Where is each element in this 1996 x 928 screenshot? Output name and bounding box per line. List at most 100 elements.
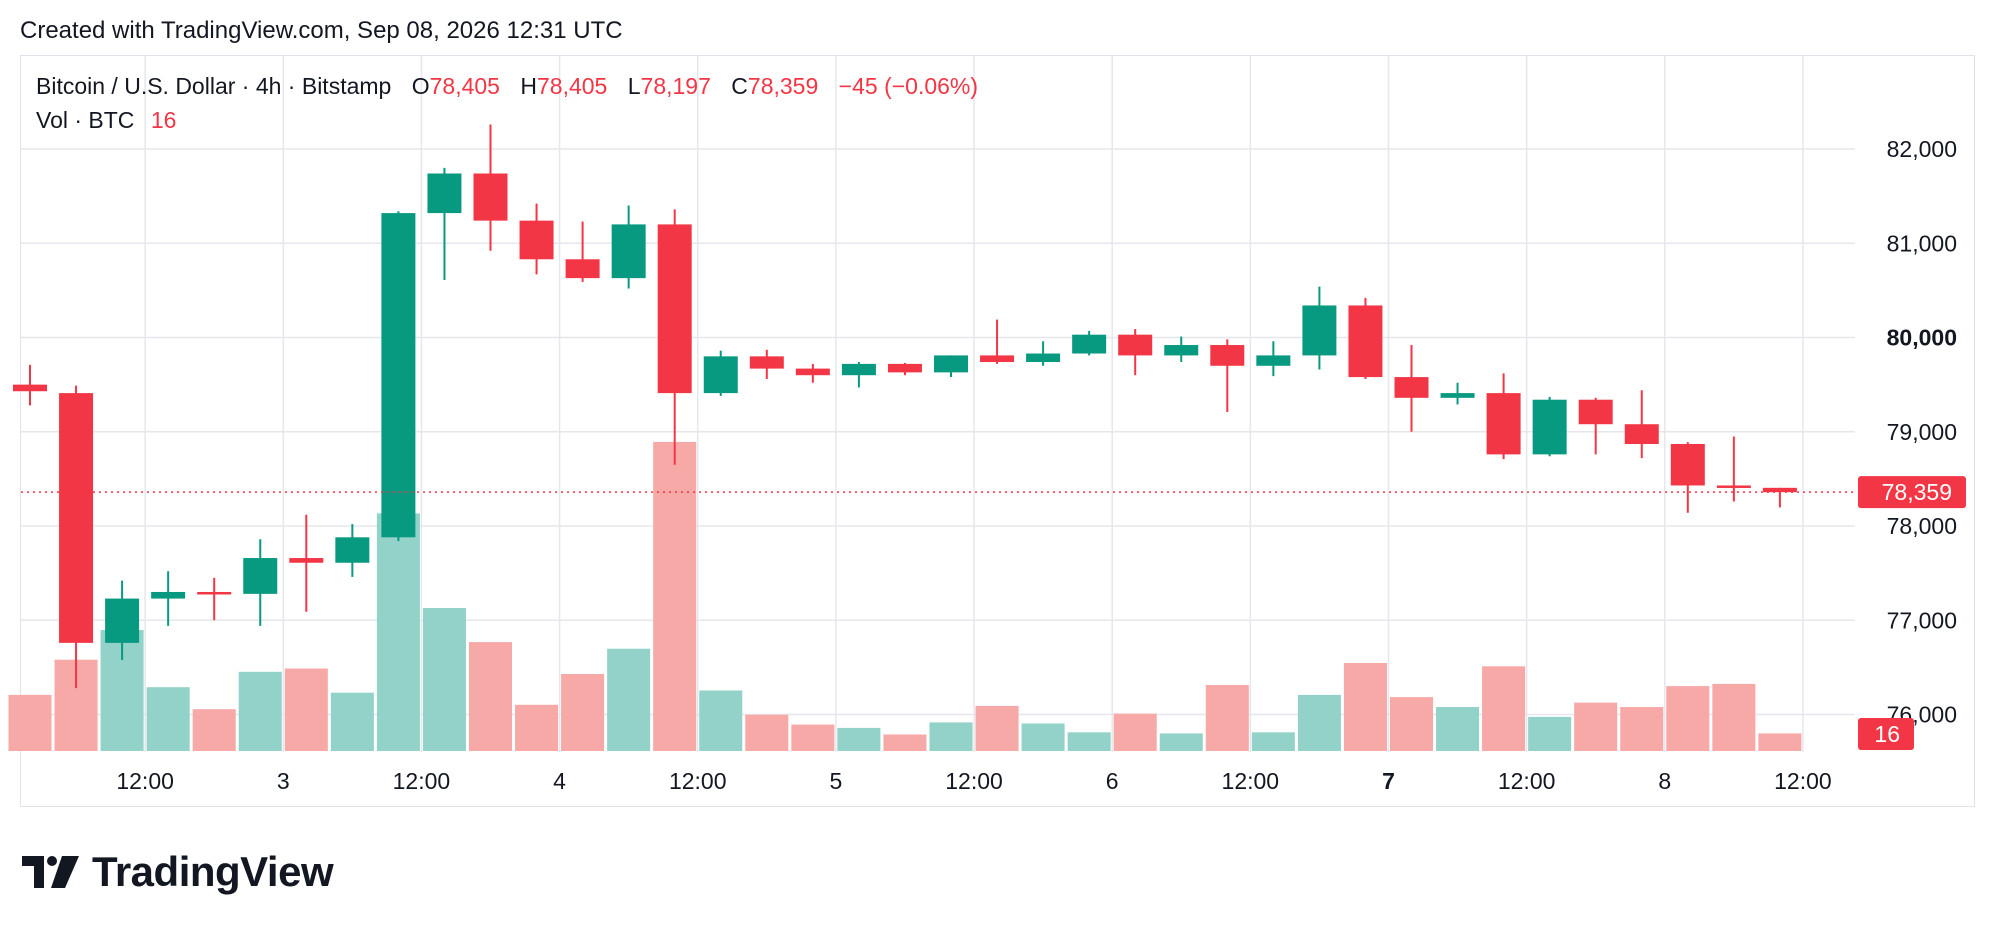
- candle[interactable]: [1210, 339, 1245, 412]
- candle[interactable]: [703, 350, 738, 396]
- volume-bar[interactable]: [330, 692, 374, 751]
- volume-bar[interactable]: [1758, 733, 1802, 751]
- candle-body: [1026, 353, 1061, 363]
- candle[interactable]: [657, 209, 692, 465]
- volume-bar[interactable]: [1251, 732, 1295, 751]
- candle[interactable]: [1118, 329, 1153, 376]
- volume-bar[interactable]: [192, 709, 236, 751]
- candle-body: [1670, 444, 1705, 486]
- candle[interactable]: [1578, 397, 1613, 455]
- volume-bar[interactable]: [1620, 707, 1664, 751]
- volume-bar[interactable]: [376, 513, 420, 751]
- tradingview-logo[interactable]: TradingView: [22, 848, 334, 896]
- time-tick-label: 3: [277, 768, 290, 794]
- candle[interactable]: [1532, 396, 1567, 457]
- candle[interactable]: [381, 211, 416, 542]
- volume-bar[interactable]: [468, 642, 513, 751]
- volume-bar[interactable]: [791, 724, 835, 751]
- candle[interactable]: [1670, 442, 1705, 513]
- candle-body: [611, 224, 646, 279]
- volume-bar[interactable]: [1159, 733, 1203, 751]
- candle[interactable]: [1440, 382, 1475, 405]
- volume-bar[interactable]: [515, 704, 559, 751]
- volume-bar[interactable]: [8, 694, 52, 751]
- volume-bar[interactable]: [238, 671, 282, 751]
- close-label: C: [731, 73, 748, 99]
- volume-bar[interactable]: [1574, 702, 1618, 751]
- price-tick-label: 80,000: [1887, 325, 1957, 351]
- candle[interactable]: [887, 362, 922, 376]
- candle[interactable]: [795, 363, 830, 383]
- volume-bar[interactable]: [837, 727, 881, 751]
- volume-bar[interactable]: [1482, 666, 1526, 751]
- candles: [13, 124, 1797, 689]
- candle-body: [1394, 377, 1429, 398]
- candle-body: [1210, 345, 1245, 366]
- volume-bar[interactable]: [1343, 663, 1387, 751]
- volume-bar[interactable]: [1712, 683, 1756, 751]
- candle[interactable]: [1072, 330, 1107, 356]
- volume-bar[interactable]: [883, 734, 927, 752]
- volume-label[interactable]: Vol · BTC: [36, 107, 135, 133]
- candle[interactable]: [13, 364, 47, 406]
- volume-bar[interactable]: [653, 441, 697, 751]
- candle[interactable]: [611, 205, 646, 289]
- candle[interactable]: [519, 203, 554, 275]
- candle[interactable]: [197, 577, 232, 621]
- candle[interactable]: [1348, 297, 1383, 379]
- candle[interactable]: [749, 349, 784, 379]
- candle[interactable]: [105, 580, 140, 660]
- volume-bar[interactable]: [1528, 716, 1572, 751]
- candle[interactable]: [427, 167, 462, 281]
- volume-bar[interactable]: [699, 690, 743, 752]
- candle-body: [197, 591, 232, 595]
- volume-bar[interactable]: [1113, 713, 1157, 751]
- candle[interactable]: [1716, 436, 1751, 502]
- candle[interactable]: [289, 514, 324, 612]
- candle[interactable]: [243, 539, 278, 626]
- volume-bar[interactable]: [975, 705, 1019, 751]
- candle-body: [1256, 355, 1291, 366]
- volume-bar[interactable]: [929, 722, 973, 751]
- volume-bar[interactable]: [1067, 732, 1111, 751]
- candle-body: [1624, 424, 1659, 445]
- candle[interactable]: [1164, 336, 1199, 363]
- volume-bar[interactable]: [745, 714, 789, 751]
- candle-body: [1118, 334, 1153, 356]
- candle[interactable]: [1256, 341, 1291, 377]
- candle[interactable]: [1394, 345, 1429, 432]
- close-value: 78,359: [747, 73, 819, 99]
- volume-bar[interactable]: [607, 648, 651, 751]
- candle[interactable]: [335, 524, 370, 577]
- volume-bar[interactable]: [1205, 685, 1249, 751]
- candle[interactable]: [934, 355, 968, 378]
- candle[interactable]: [59, 385, 94, 689]
- candle-body: [934, 355, 968, 373]
- candle[interactable]: [980, 319, 1015, 364]
- volume-bar[interactable]: [1666, 686, 1710, 751]
- volume-bar[interactable]: [1297, 694, 1341, 751]
- volume-bar[interactable]: [284, 668, 328, 752]
- volume-bar[interactable]: [1389, 697, 1434, 751]
- candle[interactable]: [841, 362, 876, 388]
- candle[interactable]: [1624, 390, 1659, 459]
- candle-body: [841, 363, 876, 376]
- volume-bar[interactable]: [1436, 707, 1480, 751]
- candle[interactable]: [1026, 341, 1061, 366]
- volume-bar[interactable]: [422, 608, 466, 751]
- candle-body: [1440, 393, 1475, 398]
- change-value: −45 (−0.06%): [838, 73, 979, 99]
- candle[interactable]: [1486, 373, 1521, 460]
- volume-bar[interactable]: [146, 687, 190, 751]
- candle[interactable]: [151, 571, 186, 626]
- grid-lines: [21, 56, 1855, 752]
- volume-bar[interactable]: [1021, 723, 1065, 752]
- candle[interactable]: [565, 221, 600, 282]
- last-price-label: 78,359: [1882, 479, 1952, 505]
- candle[interactable]: [1762, 487, 1797, 508]
- volume-bar[interactable]: [561, 674, 605, 751]
- candle[interactable]: [1302, 286, 1337, 370]
- symbol-label[interactable]: Bitcoin / U.S. Dollar · 4h · Bitstamp: [36, 73, 392, 99]
- candle[interactable]: [473, 124, 508, 251]
